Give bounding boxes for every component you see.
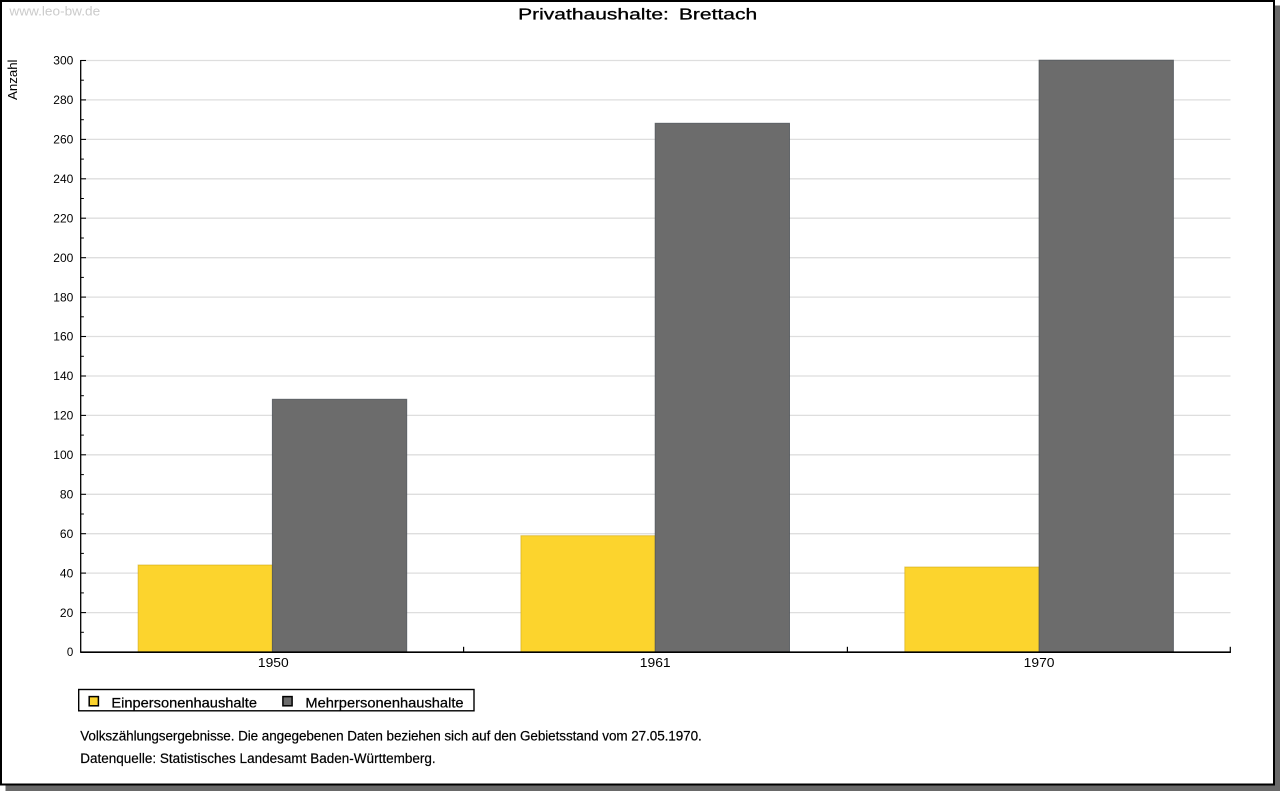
svg-text:260: 260 [53, 135, 73, 147]
svg-text:1961: 1961 [640, 655, 671, 670]
svg-text:Einpersonenhaushalte: Einpersonenhaushalte [111, 695, 257, 711]
svg-text:220: 220 [53, 213, 73, 225]
svg-text:1950: 1950 [258, 655, 289, 670]
svg-text:Volkszählungsergebnisse. Die a: Volkszählungsergebnisse. Die angegebenen… [80, 728, 702, 743]
svg-text:Datenquelle: Statistisches Lan: Datenquelle: Statistisches Landesamt Bad… [80, 751, 436, 766]
svg-text:160: 160 [53, 332, 73, 344]
svg-text:200: 200 [53, 253, 73, 265]
svg-text:Mehrpersonenhaushalte: Mehrpersonenhaushalte [305, 695, 463, 711]
svg-text:120: 120 [53, 411, 73, 423]
svg-text:1970: 1970 [1024, 655, 1055, 670]
svg-text:0: 0 [67, 647, 73, 659]
svg-text:40: 40 [60, 568, 73, 580]
svg-text:80: 80 [60, 490, 73, 502]
svg-text:240: 240 [53, 174, 73, 186]
svg-text:60: 60 [60, 529, 73, 541]
svg-text:280: 280 [53, 95, 73, 107]
svg-text:140: 140 [53, 371, 73, 383]
svg-text:100: 100 [53, 450, 73, 462]
svg-text:Anzahl: Anzahl [5, 59, 20, 100]
svg-text:180: 180 [53, 292, 73, 304]
svg-text:Privathaushalte: Brettach: Privathaushalte: Brettach [518, 6, 757, 23]
svg-text:www.leo-bw.de: www.leo-bw.de [8, 4, 100, 19]
svg-text:300: 300 [53, 56, 73, 68]
svg-text:20: 20 [60, 608, 73, 620]
